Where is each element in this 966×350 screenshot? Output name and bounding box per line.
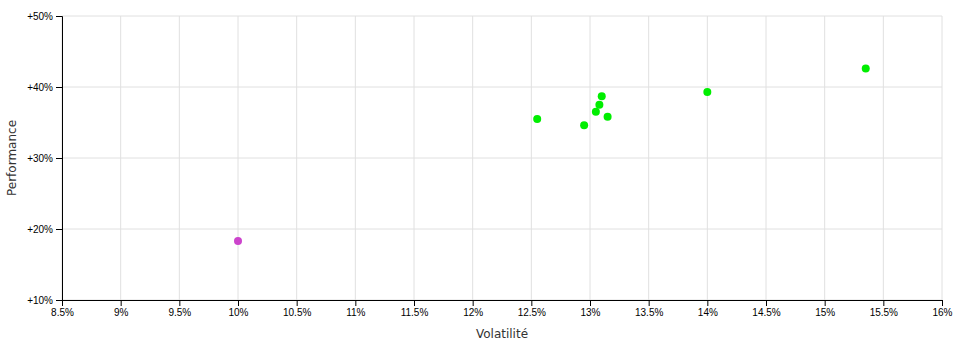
x-tick-label: 13.5% bbox=[635, 307, 663, 318]
y-tick: +20% bbox=[27, 224, 62, 235]
y-axis-line bbox=[56, 17, 63, 301]
point bbox=[598, 92, 606, 100]
x-tick: 8.5% bbox=[51, 300, 74, 318]
y-tick-mark bbox=[56, 300, 62, 301]
x-tick-label: 9.5% bbox=[168, 307, 191, 318]
x-tick-mark bbox=[649, 300, 650, 306]
x-tick-label: 15% bbox=[815, 307, 835, 318]
series bbox=[234, 237, 242, 245]
point bbox=[595, 101, 603, 109]
y-tick-label: +10% bbox=[27, 295, 53, 306]
x-axis-title: Volatilité bbox=[476, 327, 528, 341]
x-tick: 14% bbox=[698, 300, 718, 318]
x-tick-mark bbox=[297, 300, 298, 306]
x-tick: 12% bbox=[463, 300, 483, 318]
y-tick: +30% bbox=[27, 153, 62, 164]
x-axis-line bbox=[63, 301, 943, 307]
x-tick-label: 13% bbox=[580, 307, 600, 318]
x-tick-label: 16% bbox=[932, 307, 952, 318]
y-tick-label: +20% bbox=[27, 224, 53, 235]
x-tick: 12.5% bbox=[518, 300, 546, 318]
x-tick-mark bbox=[942, 300, 943, 306]
y-tick-mark bbox=[56, 158, 62, 159]
y-tick: +50% bbox=[27, 11, 62, 22]
x-tick: 13.5% bbox=[635, 300, 663, 318]
point bbox=[604, 113, 612, 121]
y-tick-mark bbox=[56, 16, 62, 17]
point bbox=[234, 237, 242, 245]
point bbox=[580, 121, 588, 129]
grid-line-y bbox=[62, 229, 942, 230]
x-tick-label: 10.5% bbox=[283, 307, 311, 318]
x-tick-label: 14% bbox=[698, 307, 718, 318]
x-tick-mark bbox=[883, 300, 884, 306]
y-tick-mark bbox=[56, 87, 62, 88]
x-tick-mark bbox=[121, 300, 122, 306]
y-axis-title: Performance bbox=[5, 120, 19, 196]
point bbox=[862, 65, 870, 73]
x-tick-label: 10% bbox=[228, 307, 248, 318]
y-tick-mark bbox=[56, 229, 62, 230]
grid-line-y bbox=[62, 16, 942, 17]
x-tick-label: 9% bbox=[114, 307, 129, 318]
point bbox=[703, 88, 711, 96]
x-tick-label: 11.5% bbox=[401, 307, 429, 318]
x-tick-mark bbox=[473, 300, 474, 306]
y-tick-label: +40% bbox=[27, 82, 53, 93]
x-tick-mark bbox=[238, 300, 239, 306]
plot-area: 8.5% 9% 9.5% 10% 10.5% 11% 11.5% 12% 12.5% 13% 13.… bbox=[27, 11, 952, 318]
x-tick-label: 15.5% bbox=[870, 307, 898, 318]
x-tick: 10.5% bbox=[283, 300, 311, 318]
x-tick-mark bbox=[590, 300, 591, 306]
x-tick: 9% bbox=[114, 300, 129, 318]
series bbox=[533, 65, 870, 130]
x-tick-label: 11% bbox=[346, 307, 365, 318]
point bbox=[592, 108, 600, 116]
x-tick: 9.5% bbox=[168, 300, 191, 318]
x-tick-label: 14.5% bbox=[752, 307, 780, 318]
y-tick-label: +50% bbox=[27, 11, 53, 22]
x-tick-mark bbox=[825, 300, 826, 306]
x-tick: 15% bbox=[815, 300, 835, 318]
x-axis: 8.5% 9% 9.5% 10% 10.5% 11% 11.5% 12% 12.5% 13% 13.… bbox=[51, 300, 953, 318]
x-tick-label: 12.5% bbox=[518, 307, 546, 318]
x-tick-mark bbox=[707, 300, 708, 306]
x-tick: 16% bbox=[932, 300, 952, 318]
marks bbox=[234, 65, 870, 246]
y-axis: +10% +20% +30% +40% +50% bbox=[27, 11, 62, 306]
x-tick: 11.5% bbox=[401, 300, 429, 318]
x-tick-mark bbox=[766, 300, 767, 306]
x-tick-mark bbox=[414, 300, 415, 306]
grid-line-y bbox=[62, 158, 942, 159]
x-tick-label: 12% bbox=[463, 307, 483, 318]
y-tick: +40% bbox=[27, 82, 62, 93]
chart: 8.5% 9% 9.5% 10% 10.5% 11% 11.5% 12% 12.5% 13% 13.… bbox=[0, 0, 966, 350]
x-tick-mark bbox=[355, 300, 356, 306]
x-tick: 15.5% bbox=[870, 300, 898, 318]
x-tick-mark bbox=[531, 300, 532, 306]
x-tick: 11% bbox=[346, 300, 365, 318]
y-tick: +10% bbox=[27, 295, 62, 306]
point bbox=[533, 115, 541, 123]
x-tick-mark bbox=[179, 300, 180, 306]
x-tick: 10% bbox=[228, 300, 248, 318]
x-tick-label: 8.5% bbox=[51, 307, 74, 318]
x-tick: 14.5% bbox=[752, 300, 780, 318]
grid-line-y bbox=[62, 87, 942, 88]
y-tick-label: +30% bbox=[27, 153, 53, 164]
grid bbox=[62, 16, 942, 300]
x-tick: 13% bbox=[580, 300, 600, 318]
